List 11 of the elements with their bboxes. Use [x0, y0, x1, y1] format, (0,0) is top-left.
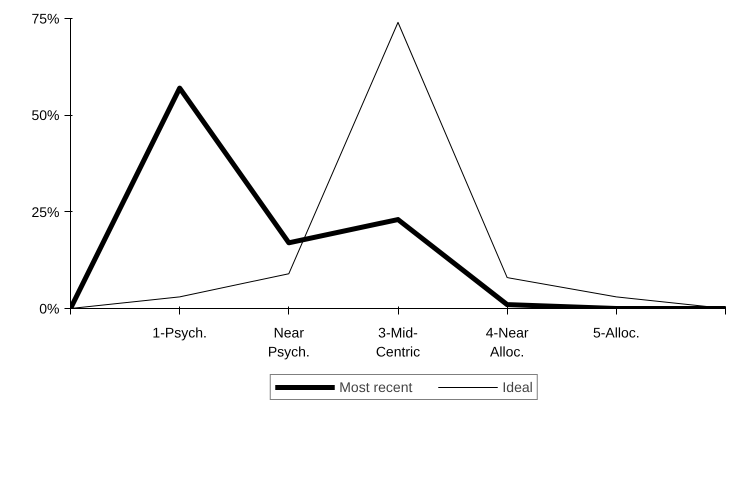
y-tick-label: 75% [31, 10, 60, 26]
y-tick-label: 25% [31, 204, 60, 220]
x-tick-label: 3-Mid- Centric [376, 324, 420, 360]
legend-label: Most recent [339, 379, 412, 395]
y-tick-label: 0% [39, 300, 60, 316]
x-tick-label: 5-Alloc. [592, 324, 640, 340]
legend-label: Ideal [502, 379, 533, 395]
y-tick-label: 50% [31, 107, 60, 124]
x-tick-label: Near Psych. [268, 324, 310, 360]
x-tick-label: 4-Near Alloc. [486, 324, 529, 360]
x-tick-label: 1-Psych. [152, 324, 207, 340]
